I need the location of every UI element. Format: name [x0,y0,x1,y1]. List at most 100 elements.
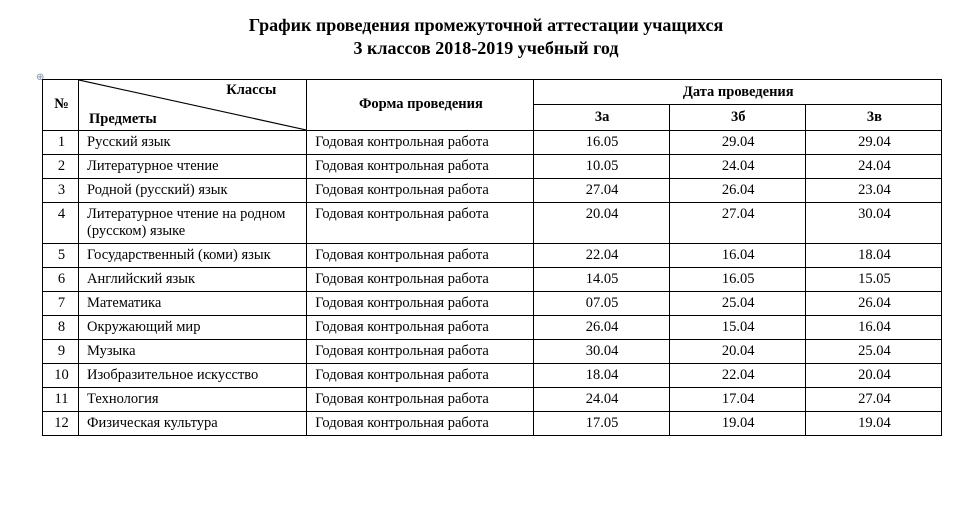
date-cell: 15.05 [805,267,941,291]
row-number: 2 [43,154,79,178]
date-cell: 22.04 [533,243,669,267]
date-cell: 19.04 [805,411,941,435]
header-date-group: Дата проведения [533,79,941,105]
table-row: 12Физическая культураГодовая контрольная… [43,411,942,435]
date-cell: 26.04 [805,291,941,315]
row-number: 9 [43,339,79,363]
table-row: 7МатематикаГодовая контрольная работа07.… [43,291,942,315]
date-cell: 27.04 [669,202,805,243]
form-cell: Годовая контрольная работа [307,178,533,202]
subject-cell: Окружающий мир [79,315,307,339]
row-number: 3 [43,178,79,202]
date-cell: 16.04 [669,243,805,267]
row-number: 5 [43,243,79,267]
subject-cell: Литературное чтение [79,154,307,178]
row-number: 1 [43,130,79,154]
date-cell: 20.04 [533,202,669,243]
date-cell: 27.04 [805,387,941,411]
date-cell: 25.04 [805,339,941,363]
date-cell: 25.04 [669,291,805,315]
table-row: 1Русский языкГодовая контрольная работа1… [43,130,942,154]
row-number: 11 [43,387,79,411]
table-row: 2Литературное чтениеГодовая контрольная … [43,154,942,178]
form-cell: Годовая контрольная работа [307,130,533,154]
table-row: 6Английский языкГодовая контрольная рабо… [43,267,942,291]
date-cell: 26.04 [669,178,805,202]
subject-cell: Государственный (коми) язык [79,243,307,267]
date-cell: 07.05 [533,291,669,315]
form-cell: Годовая контрольная работа [307,387,533,411]
subject-cell: Физическая культура [79,411,307,435]
table-row: 4Литературное чтение на родном (русском)… [43,202,942,243]
form-cell: Годовая контрольная работа [307,411,533,435]
form-cell: Годовая контрольная работа [307,202,533,243]
date-cell: 24.04 [805,154,941,178]
subject-cell: Технология [79,387,307,411]
header-classes-label: Классы [226,82,276,99]
table-row: 8Окружающий мирГодовая контрольная работ… [43,315,942,339]
form-cell: Годовая контрольная работа [307,339,533,363]
date-cell: 16.05 [669,267,805,291]
header-class-3b: 3б [669,105,805,131]
anchor-icon: ⊕ [36,72,44,83]
title-line-2: 3 классов 2018-2019 учебный год [354,38,619,58]
row-number: 6 [43,267,79,291]
table-row: 9МузыкаГодовая контрольная работа30.0420… [43,339,942,363]
date-cell: 15.04 [669,315,805,339]
date-cell: 19.04 [669,411,805,435]
form-cell: Годовая контрольная работа [307,243,533,267]
date-cell: 24.04 [533,387,669,411]
date-cell: 17.04 [669,387,805,411]
form-cell: Годовая контрольная работа [307,315,533,339]
date-cell: 27.04 [533,178,669,202]
header-subjects-label: Предметы [89,111,157,128]
attestation-table: № Классы Предметы Форма проведения Дата … [42,79,942,436]
date-cell: 17.05 [533,411,669,435]
row-number: 7 [43,291,79,315]
subject-cell: Математика [79,291,307,315]
header-form: Форма проведения [307,79,533,130]
form-cell: Годовая контрольная работа [307,267,533,291]
date-cell: 24.04 [669,154,805,178]
subject-cell: Изобразительное искусство [79,363,307,387]
form-cell: Годовая контрольная работа [307,154,533,178]
header-num: № [43,79,79,130]
header-class-3v: 3в [805,105,941,131]
subject-cell: Английский язык [79,267,307,291]
date-cell: 30.04 [533,339,669,363]
date-cell: 18.04 [805,243,941,267]
header-class-3a: 3а [533,105,669,131]
table-row: 11ТехнологияГодовая контрольная работа24… [43,387,942,411]
header-diagonal: Классы Предметы [79,79,307,130]
date-cell: 22.04 [669,363,805,387]
table-row: 3Родной (русский) языкГодовая контрольна… [43,178,942,202]
date-cell: 23.04 [805,178,941,202]
date-cell: 29.04 [669,130,805,154]
page-title: График проведения промежуточной аттестац… [30,14,942,61]
date-cell: 14.05 [533,267,669,291]
date-cell: 16.04 [805,315,941,339]
table-row: 10Изобразительное искусствоГодовая контр… [43,363,942,387]
row-number: 12 [43,411,79,435]
table-row: 5Государственный (коми) языкГодовая конт… [43,243,942,267]
title-line-1: График проведения промежуточной аттестац… [249,15,723,35]
form-cell: Годовая контрольная работа [307,291,533,315]
date-cell: 16.05 [533,130,669,154]
date-cell: 10.05 [533,154,669,178]
row-number: 8 [43,315,79,339]
row-number: 10 [43,363,79,387]
date-cell: 18.04 [533,363,669,387]
subject-cell: Родной (русский) язык [79,178,307,202]
subject-cell: Музыка [79,339,307,363]
form-cell: Годовая контрольная работа [307,363,533,387]
table-body: 1Русский языкГодовая контрольная работа1… [43,130,942,435]
date-cell: 30.04 [805,202,941,243]
table-header: № Классы Предметы Форма проведения Дата … [43,79,942,130]
document-page: График проведения промежуточной аттестац… [0,0,962,505]
date-cell: 26.04 [533,315,669,339]
subject-cell: Литературное чтение на родном (русском) … [79,202,307,243]
row-number: 4 [43,202,79,243]
date-cell: 29.04 [805,130,941,154]
date-cell: 20.04 [805,363,941,387]
subject-cell: Русский язык [79,130,307,154]
